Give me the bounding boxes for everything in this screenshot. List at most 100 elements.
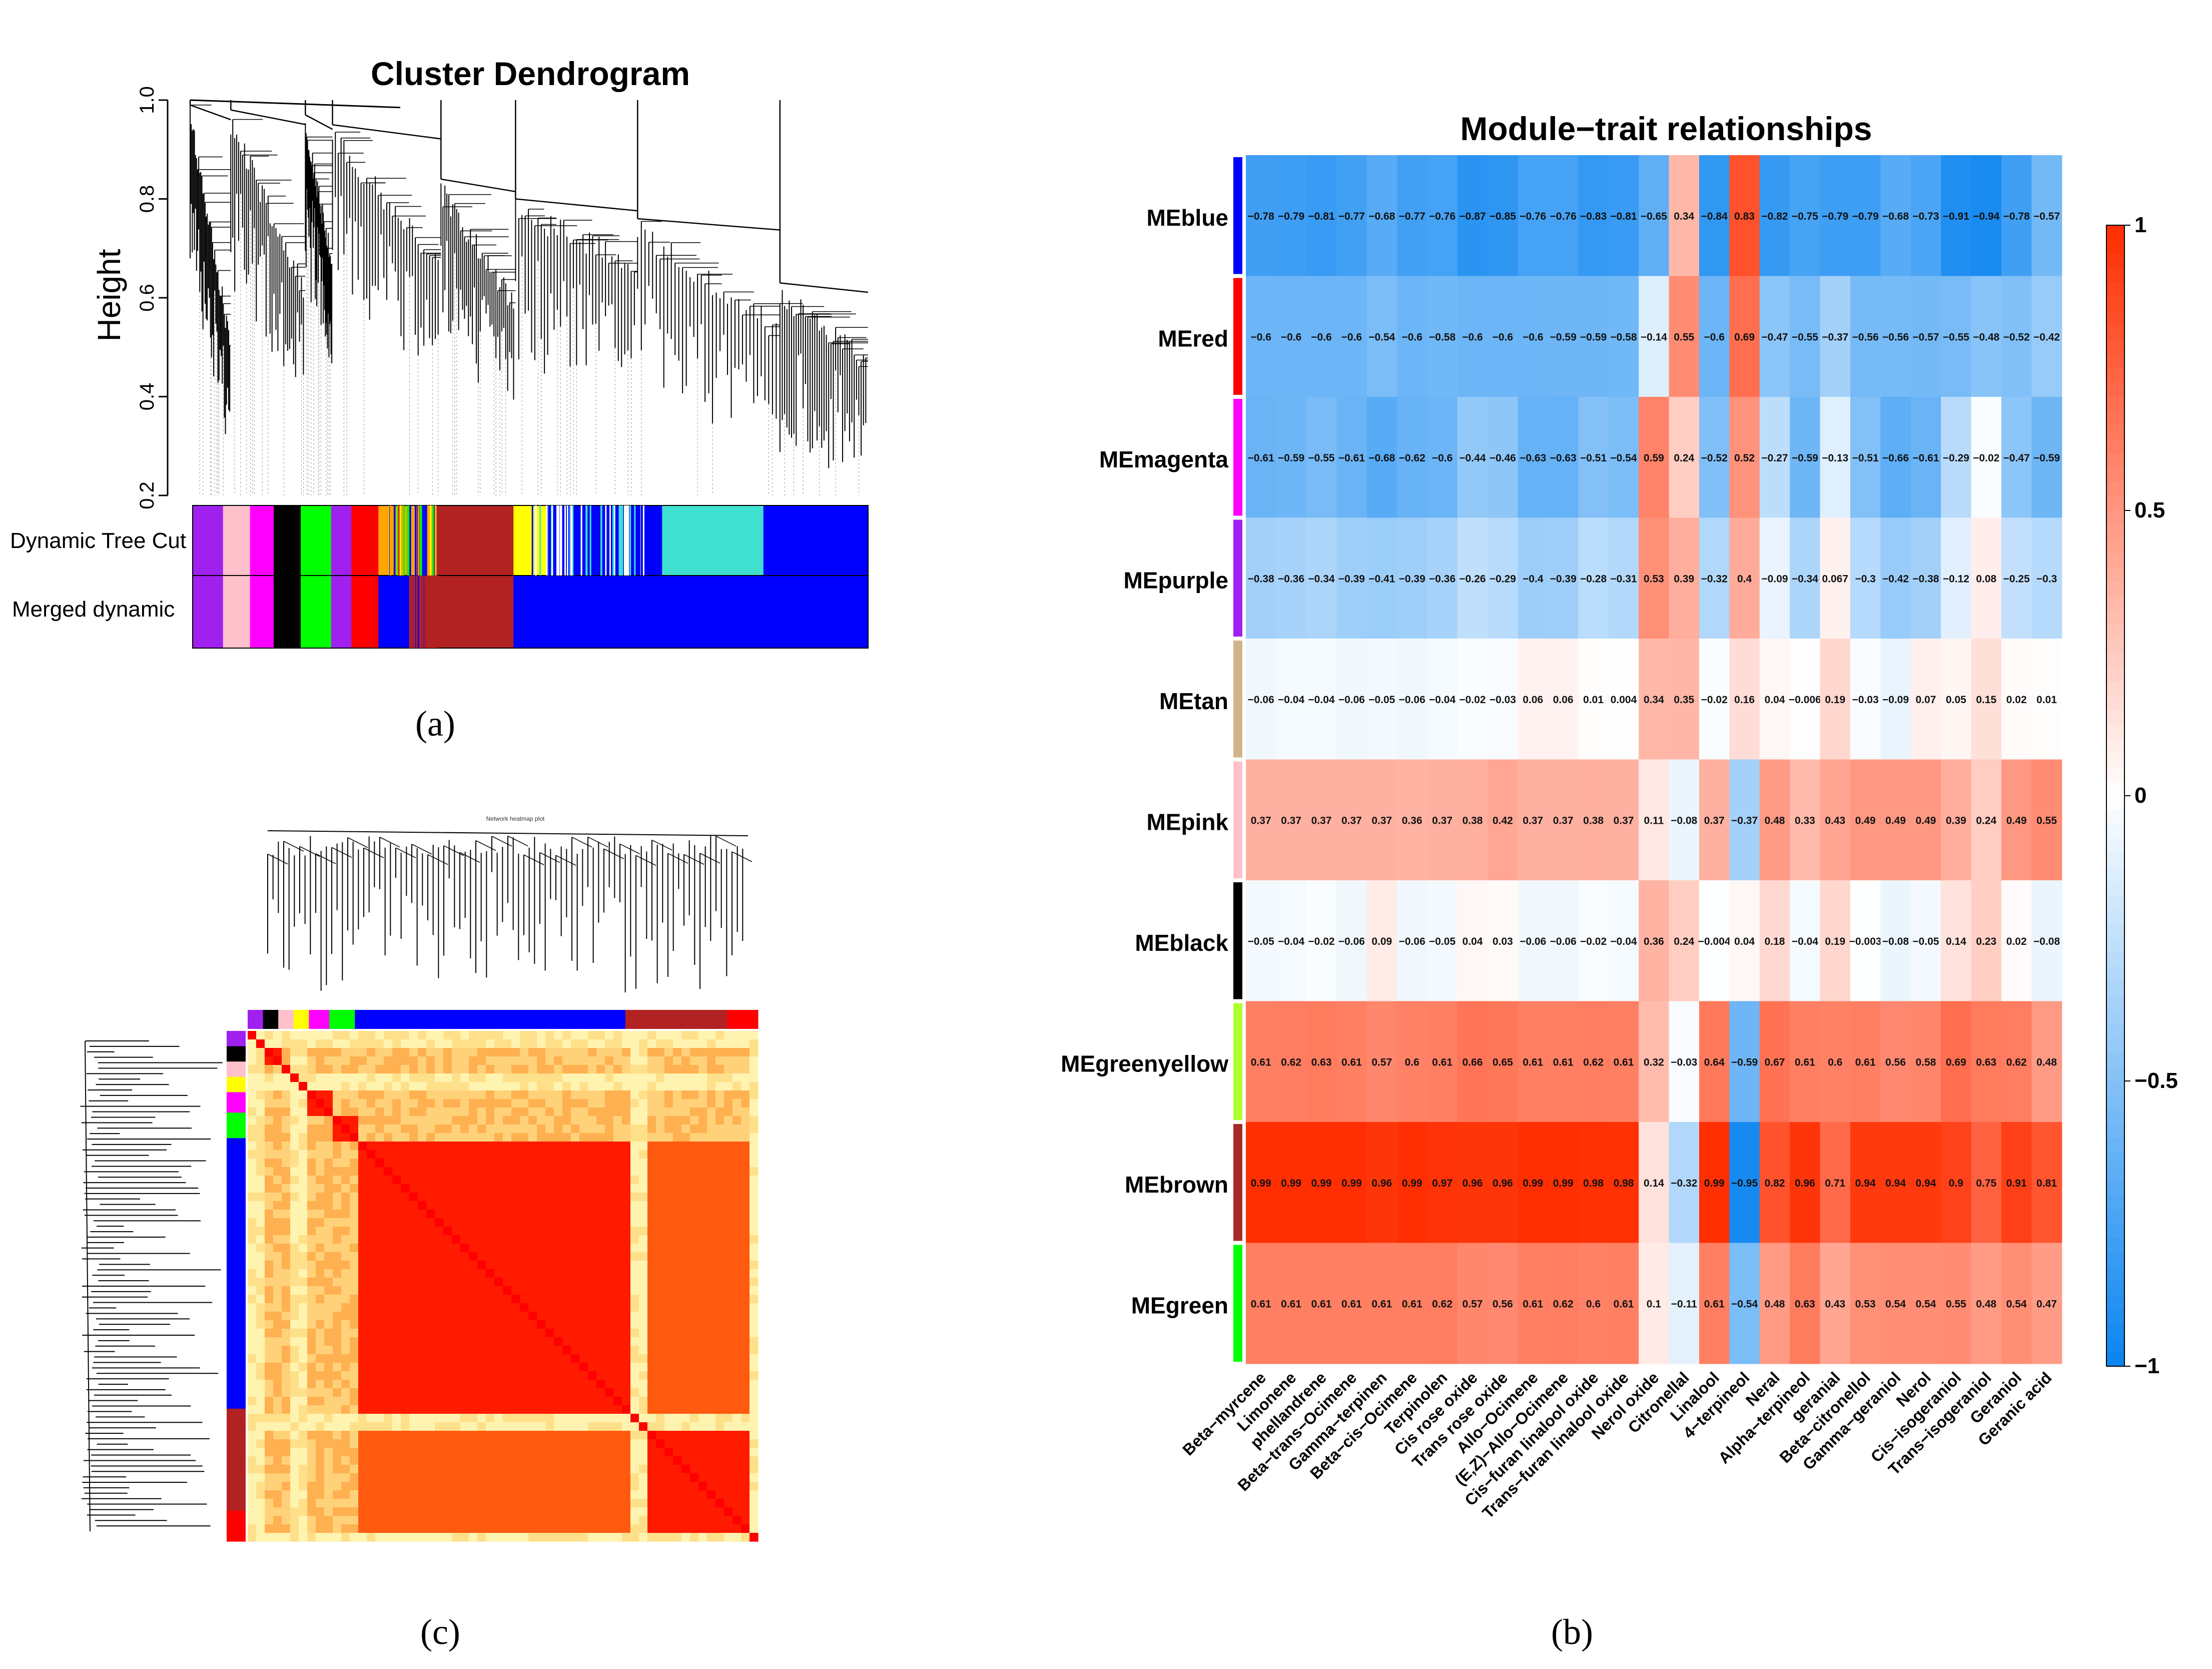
heatmap-cell [656, 1150, 665, 1159]
heatmap-cell [469, 1405, 478, 1414]
heatmap-cell [537, 1295, 546, 1304]
heatmap-cell [571, 1380, 580, 1389]
heatmap-cell [664, 1056, 673, 1065]
heatmap-cell [503, 1397, 512, 1406]
heatmap-cell [333, 1354, 342, 1363]
heatmap-cell [724, 1371, 733, 1380]
cell-value: −0.6 [1432, 452, 1452, 464]
heatmap-cell [537, 1456, 546, 1465]
heatmap-cell [350, 1295, 359, 1304]
heatmap-cell [307, 1031, 316, 1040]
heatmap-cell [460, 1303, 469, 1312]
cell-value: 0.04 [1765, 694, 1785, 706]
row-label-merged-dynamic: Merged dynamic [12, 597, 175, 622]
heatmap-cell [409, 1312, 418, 1321]
heatmap-cell [690, 1278, 699, 1287]
heatmap-cell [350, 1107, 359, 1117]
heatmap-cell [605, 1184, 614, 1193]
heatmap-cell [316, 1405, 325, 1414]
heatmap-cell [562, 1456, 571, 1465]
heatmap-cell [282, 1312, 291, 1321]
heatmap-cell [639, 1278, 648, 1287]
heatmap-cell [435, 1090, 444, 1099]
heatmap-cell [477, 1482, 486, 1491]
heatmap-cell [741, 1388, 750, 1397]
heatmap-cell [681, 1116, 690, 1125]
heatmap-cell [392, 1371, 401, 1380]
heatmap-cell [673, 1116, 682, 1125]
heatmap-cell [715, 1473, 724, 1482]
heatmap-cell [741, 1244, 750, 1253]
heatmap-cell [588, 1082, 597, 1091]
heatmap-cell [664, 1312, 673, 1321]
heatmap-cell [392, 1320, 401, 1329]
heatmap-cell [375, 1405, 384, 1414]
heatmap-cell [256, 1507, 265, 1516]
cell-value: −0.04 [1308, 694, 1334, 706]
heatmap-cell [537, 1031, 546, 1040]
heatmap-cell [707, 1184, 716, 1193]
heatmap-cell [511, 1371, 520, 1380]
heatmap-cell [282, 1405, 291, 1414]
heatmap-cell [1548, 880, 1579, 1002]
dynamic-stripe [397, 505, 399, 576]
heatmap-cell [307, 1261, 316, 1270]
top-tree-link [555, 855, 576, 866]
heatmap-cell [375, 1056, 384, 1065]
heatmap-cell [409, 1176, 418, 1185]
heatmap-cell [452, 1473, 461, 1482]
heatmap-cell [750, 1499, 759, 1508]
heatmap-cell [1759, 880, 1790, 1002]
heatmap-cell [664, 1329, 673, 1338]
heatmap-cell [698, 1405, 707, 1414]
heatmap-cell [528, 1490, 537, 1499]
heatmap-cell [418, 1184, 427, 1193]
left-module-segment [227, 1510, 246, 1542]
heatmap-cell [248, 1431, 257, 1440]
heatmap-cell [545, 1439, 554, 1448]
heatmap-cell [732, 1397, 742, 1406]
heatmap-cells: −0.78 −0.79 −0.81 −0.77 −0.68 −0.77 −0.76 −0.87… [1246, 155, 2062, 1364]
cell-value: 0.04 [1734, 936, 1755, 947]
heatmap-cell [375, 1422, 384, 1431]
heatmap-cell [1306, 639, 1337, 760]
cell-value: −0.6 [1704, 331, 1724, 343]
top-tree-link [651, 839, 672, 851]
heatmap-cell [494, 1048, 503, 1057]
heatmap-cell [545, 1329, 554, 1338]
heatmap-cell [571, 1439, 580, 1448]
heatmap-cell [384, 1397, 393, 1406]
heatmap-cell [673, 1320, 682, 1329]
heatmap-cell [664, 1303, 673, 1312]
heatmap-cell [639, 1269, 648, 1278]
dynamic-stripe [428, 505, 430, 576]
heatmap-cell [562, 1286, 571, 1295]
heatmap-cell [732, 1142, 742, 1151]
heatmap-cell [579, 1252, 588, 1261]
heatmap-cell [460, 1065, 469, 1074]
heatmap-cell [316, 1261, 325, 1270]
heatmap-cell [418, 1312, 427, 1321]
heatmap-cell [1488, 397, 1519, 518]
heatmap-cell [732, 1516, 742, 1525]
heatmap-cell [554, 1337, 563, 1346]
heatmap-cell [579, 1125, 588, 1134]
heatmap-cell [732, 1107, 742, 1117]
heatmap-cell [715, 1346, 724, 1355]
heatmap-cell [715, 1456, 724, 1465]
heatmap-cell [1397, 155, 1427, 277]
heatmap-cell [664, 1201, 673, 1210]
heatmap-cell [486, 1405, 495, 1414]
heatmap-cell [1366, 276, 1397, 397]
heatmap-cell [503, 1159, 512, 1168]
heatmap-cell [562, 1090, 571, 1099]
heatmap-cell [673, 1048, 682, 1057]
heatmap-cell [664, 1363, 673, 1372]
heatmap-cell [401, 1397, 410, 1406]
heatmap-cell [1850, 880, 1881, 1002]
heatmap-cell [316, 1473, 325, 1482]
heatmap-cell [630, 1056, 639, 1065]
heatmap-cell [639, 1414, 648, 1423]
heatmap-cell [256, 1235, 265, 1244]
tree-branch [332, 124, 441, 140]
